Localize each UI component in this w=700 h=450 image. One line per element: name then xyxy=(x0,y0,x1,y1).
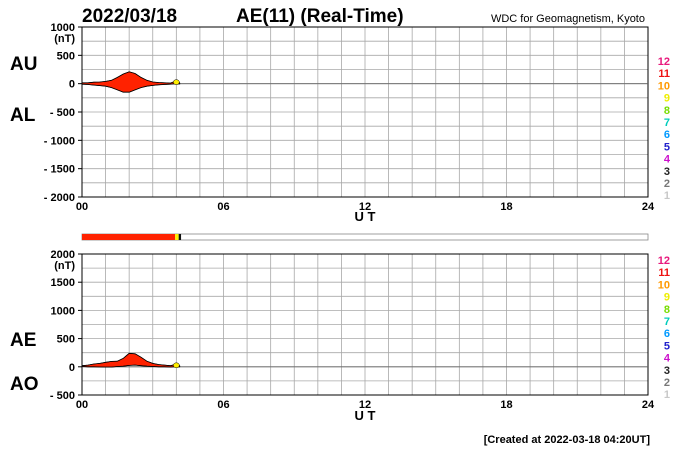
latest-data-marker xyxy=(173,79,180,85)
y-tick-label: - 1500 xyxy=(44,164,75,176)
ae-label: AE xyxy=(10,330,36,351)
x-tick-label: 18 xyxy=(500,399,512,411)
x-tick-label: 18 xyxy=(500,201,512,213)
legend-label: 4 xyxy=(664,154,671,166)
legend-label: 11 xyxy=(658,68,670,80)
series-line-upper xyxy=(82,71,181,84)
y-tick-label: 2000 xyxy=(51,249,75,261)
legend-label: 11 xyxy=(658,267,670,279)
y-tick-label: 1500 xyxy=(51,277,75,289)
y-tick-label: - 500 xyxy=(50,107,75,119)
x-axis-title-top: U T xyxy=(355,209,376,224)
series-line-lower xyxy=(81,83,180,93)
y-tick-label: 1000 xyxy=(51,22,75,34)
latest-data-marker xyxy=(173,362,180,369)
legend-label: 2 xyxy=(664,377,670,389)
legend-label: 1 xyxy=(664,389,670,401)
series-line-upper xyxy=(81,352,181,367)
x-tick-label: 12 xyxy=(359,201,371,213)
legend-label: 3 xyxy=(664,365,670,377)
x-tick-label: 00 xyxy=(76,201,88,213)
legend-label: 10 xyxy=(658,80,670,92)
plot-title: AE(11) (Real-Time) xyxy=(236,6,404,27)
legend-label: 7 xyxy=(664,117,670,129)
legend-label: 5 xyxy=(664,340,670,352)
created-timestamp: [Created at 2022-03-18 04:20UT] xyxy=(484,434,651,446)
unit-label-top: (nT) xyxy=(54,33,75,45)
x-tick-label: 06 xyxy=(217,399,229,411)
legend-label: 12 xyxy=(658,255,670,267)
x-tick-label: 24 xyxy=(642,201,655,213)
legend-label: 7 xyxy=(664,316,670,328)
y-tick-label: - 2000 xyxy=(44,192,75,204)
legend-label: 9 xyxy=(664,93,670,105)
legend-label: 1 xyxy=(664,190,670,202)
data-source: WDC for Geomagnetism, Kyoto xyxy=(491,13,645,25)
x-tick-label: 24 xyxy=(642,399,655,411)
legend-label: 5 xyxy=(664,141,670,153)
unit-label-bottom: (nT) xyxy=(54,260,75,272)
status-bar-segment xyxy=(82,234,176,240)
status-bar-segment xyxy=(178,234,182,240)
y-tick-label: 500 xyxy=(57,50,75,62)
y-tick-label: 0 xyxy=(69,79,75,91)
plot-frame xyxy=(81,253,649,396)
status-bar-segment xyxy=(175,234,179,240)
legend-label: 9 xyxy=(664,292,670,304)
legend-label: 12 xyxy=(658,56,670,68)
x-tick-label: 12 xyxy=(359,399,371,411)
y-tick-label: 500 xyxy=(57,334,75,346)
x-axis-title-bottom: U T xyxy=(355,408,376,423)
y-tick-label: - 1000 xyxy=(44,135,75,147)
legend-label: 4 xyxy=(664,353,671,365)
legend-label: 6 xyxy=(664,129,670,141)
x-tick-label: 06 xyxy=(217,201,229,213)
y-tick-label: 1000 xyxy=(51,305,75,317)
series-line-lower xyxy=(81,364,180,368)
au-label: AU xyxy=(10,54,37,75)
legend-label: 8 xyxy=(664,105,670,117)
legend-label: 6 xyxy=(664,328,670,340)
x-tick-label: 00 xyxy=(76,399,88,411)
al-label: AL xyxy=(10,105,36,126)
legend-label: 2 xyxy=(664,178,670,190)
ao-label: AO xyxy=(10,374,39,395)
y-tick-label: - 500 xyxy=(50,390,75,402)
y-tick-label: 0 xyxy=(69,362,75,374)
legend-label: 8 xyxy=(664,304,670,316)
legend-label: 3 xyxy=(664,166,670,178)
plot-date: 2022/03/18 xyxy=(82,6,177,27)
legend-label: 10 xyxy=(658,279,670,291)
data-status-bar xyxy=(81,233,649,241)
